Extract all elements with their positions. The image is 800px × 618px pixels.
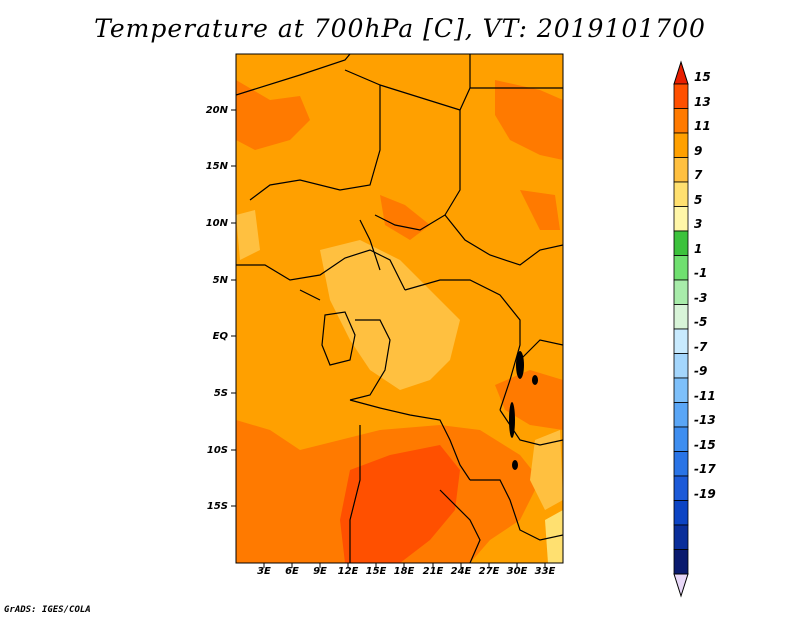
lat-label-15n: 15N xyxy=(205,161,228,172)
hot-core-south xyxy=(340,445,460,563)
cool-region-north xyxy=(236,210,260,260)
colorbar-swatch xyxy=(673,426,689,452)
colorbar-swatch xyxy=(673,328,689,354)
colorbar-label: -13 xyxy=(694,413,716,427)
axis-ticks xyxy=(231,109,546,568)
lat-label-15s: 15S xyxy=(206,501,228,512)
colorbar-label: 13 xyxy=(694,94,711,109)
lat-label-20n: 20N xyxy=(205,105,228,116)
colorbar-swatch xyxy=(673,524,689,550)
colorbar-swatch xyxy=(673,451,689,477)
colorbar-label: 9 xyxy=(694,143,703,158)
colorbar-label: -15 xyxy=(694,437,716,452)
lon-label-15e: 15E xyxy=(365,566,387,577)
lon-label-24e: 24E xyxy=(450,566,472,577)
colorbar-swatch xyxy=(673,157,689,183)
colorbar-label: -3 xyxy=(694,290,708,305)
colorbar-arrow-top xyxy=(673,60,689,85)
lon-label-21e: 21E xyxy=(422,566,444,577)
lakes xyxy=(509,351,538,470)
lat-label-eq: EQ xyxy=(212,331,228,342)
colorbar-label: 7 xyxy=(694,168,703,182)
lon-label-9e: 9E xyxy=(313,566,327,577)
lon-label-12e: 12E xyxy=(337,566,359,577)
colorbar-swatch xyxy=(673,279,689,305)
warm-region-sahara-east xyxy=(495,80,563,160)
colorbar-swatch xyxy=(673,500,689,526)
colorbar-label: 1 xyxy=(694,241,703,256)
lon-label-18e: 18E xyxy=(393,566,415,577)
map-frame xyxy=(235,53,564,564)
colorbar-swatch xyxy=(673,181,689,207)
colorbar-swatch xyxy=(673,304,689,330)
lon-label-30e: 30E xyxy=(506,566,528,577)
warm-region-sahara-west xyxy=(236,80,310,150)
cool-region-east-highlands xyxy=(530,430,563,510)
lat-label-5s: 5S xyxy=(213,388,228,399)
credit-text: GrADS: IGES/COLA xyxy=(4,605,91,615)
colorbar-label: -7 xyxy=(694,339,708,354)
colorbar-swatch xyxy=(673,377,689,403)
lon-label-3e: 3E xyxy=(257,566,271,577)
colorbar-label: 5 xyxy=(694,192,703,207)
colorbar-label: 15 xyxy=(694,70,711,84)
colorbar xyxy=(673,60,689,598)
colorbar-label: -5 xyxy=(694,315,708,329)
colorbar-swatch xyxy=(673,402,689,428)
cool-region-central xyxy=(320,240,460,390)
colorbar-swatch xyxy=(673,230,689,256)
lat-label-5n: 5N xyxy=(212,275,228,286)
warm-region-sudan xyxy=(520,190,560,230)
colorbar-label: -11 xyxy=(694,388,716,403)
colorbar-swatch xyxy=(673,549,689,575)
colorbar-swatch xyxy=(673,206,689,232)
lon-label-33e: 33E xyxy=(534,566,556,577)
lat-label-10s: 10S xyxy=(206,445,228,456)
colorbar-label: -19 xyxy=(694,486,716,501)
colorbar-label: -17 xyxy=(694,462,716,476)
temperature-field xyxy=(236,80,563,563)
colorbar-swatch xyxy=(673,475,689,501)
lon-label-6e: 6E xyxy=(285,566,299,577)
warm-region-east xyxy=(495,370,563,430)
colorbar-swatch xyxy=(673,255,689,281)
colorbar-swatch xyxy=(673,132,689,158)
lon-label-27e: 27E xyxy=(478,566,500,577)
warm-region-central xyxy=(380,195,430,240)
colorbar-arrow-bottom xyxy=(673,573,689,598)
lat-label-10n: 10N xyxy=(205,218,228,229)
colorbar-swatch xyxy=(673,353,689,379)
colorbar-label: 3 xyxy=(694,217,703,231)
colorbar-swatch xyxy=(673,108,689,134)
chart-title: Temperature at 700hPa [C], VT: 201910170… xyxy=(94,14,706,43)
colorbar-swatch xyxy=(673,83,689,109)
colorbar-label: -1 xyxy=(694,266,708,280)
colorbar-label: -9 xyxy=(694,364,708,378)
colorbar-label: 11 xyxy=(694,119,711,133)
